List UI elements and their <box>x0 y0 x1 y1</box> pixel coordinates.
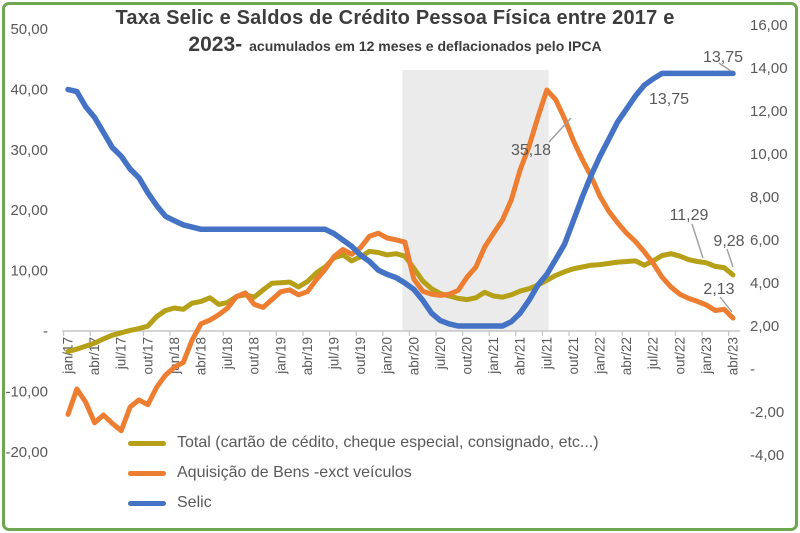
right-axis-tick-label: -2,00 <box>750 404 784 421</box>
legend-label-aquisicao: Aquisição de Bens -exct veículos <box>177 464 412 481</box>
data-label-leader-line <box>726 248 734 268</box>
x-tick-label: jan/19 <box>273 337 288 375</box>
x-tick-label: out/22 <box>672 337 687 375</box>
chart-title-line2: 2023- acumulados em 12 meses e deflaciona… <box>55 32 735 58</box>
data-label-leader-line <box>719 296 733 313</box>
x-tick-label: out/21 <box>566 337 581 375</box>
left-axis-tick-label: 40,00 <box>10 81 48 98</box>
data-label: 13,75 <box>649 91 689 108</box>
series-line-total <box>65 248 736 354</box>
chart-title-year: 2023- <box>188 33 243 56</box>
chart-legend: Total (cartão de cédito, cheque especial… <box>128 431 599 521</box>
x-tick-label: abr/20 <box>406 337 421 375</box>
x-tick-label: out/19 <box>353 337 368 375</box>
left-axis-tick-label: 50,00 <box>10 21 48 38</box>
x-tick-label: jul/17 <box>114 337 129 370</box>
x-tick-label: abr/23 <box>726 337 741 375</box>
right-axis-tick-label: 4,00 <box>750 275 779 292</box>
right-axis-tick-label: 8,00 <box>750 189 779 206</box>
x-tick-label: jan/17 <box>61 337 76 375</box>
x-tick-label: out/18 <box>247 337 262 375</box>
legend-label-selic: Selic <box>177 494 212 511</box>
left-axis-tick-label: - <box>43 323 48 340</box>
x-tick-label: jul/18 <box>220 337 235 370</box>
x-tick-label: abr/22 <box>619 337 634 375</box>
data-label: 9,28 <box>713 233 744 250</box>
right-axis-tick-label: 2,00 <box>750 318 779 335</box>
x-tick-label: jan/20 <box>380 337 395 375</box>
chart-title-line1: Taxa Selic e Saldos de Crédito Pessoa Fí… <box>115 7 675 29</box>
right-axis-tick-label: 10,00 <box>750 146 788 163</box>
data-label: 2,13 <box>703 281 734 298</box>
legend-swatch-selic-icon <box>128 500 166 506</box>
right-axis-tick-label: 12,00 <box>750 103 788 120</box>
legend-label-total: Total (cartão de cédito, cheque especial… <box>177 434 599 451</box>
legend-item-total: Total (cartão de cédito, cheque especial… <box>128 431 599 455</box>
data-label: 13,75 <box>703 49 743 66</box>
legend-item-selic: Selic <box>128 491 599 515</box>
x-tick-label: jan/22 <box>593 337 608 375</box>
legend-swatch-aquisicao-icon <box>128 470 166 476</box>
left-axis-tick-label: 30,00 <box>10 142 48 159</box>
x-tick-label: out/17 <box>140 337 155 375</box>
x-tick-label: abr/19 <box>300 337 315 375</box>
series-line-selic <box>65 70 736 329</box>
data-label-leader-line <box>718 62 732 72</box>
right-axis-tick-label: 14,00 <box>750 60 788 77</box>
left-axis-tick-label: -10,00 <box>5 383 48 400</box>
right-axis-tick-label: - <box>750 361 755 378</box>
chart-title: Taxa Selic e Saldos de Crédito Pessoa Fí… <box>55 6 735 58</box>
series-line-aquisicao <box>65 87 736 434</box>
right-axis-tick-label: 6,00 <box>750 232 779 249</box>
x-tick-label: out/20 <box>460 337 475 375</box>
x-tick-label: jul/21 <box>539 337 554 370</box>
left-axis-tick-label: 20,00 <box>10 202 48 219</box>
chart-subtitle: acumulados em 12 meses e deflacionados p… <box>249 38 602 54</box>
x-tick-label: jul/20 <box>433 337 448 370</box>
left-axis-tick-label: 10,00 <box>10 263 48 280</box>
x-tick-label: jul/19 <box>327 337 342 370</box>
x-tick-label: jan/23 <box>699 337 714 375</box>
data-label: 11,29 <box>670 207 709 224</box>
x-tick-label: abr/21 <box>513 337 528 375</box>
left-axis-tick-label: -20,00 <box>5 444 48 461</box>
data-label: 35,18 <box>511 142 551 159</box>
legend-item-aquisicao: Aquisição de Bens -exct veículos <box>128 461 599 485</box>
x-tick-label: jul/22 <box>646 337 661 370</box>
right-axis-tick-label: 16,00 <box>750 17 788 34</box>
x-tick-label: jan/21 <box>486 337 501 375</box>
legend-swatch-total-icon <box>128 440 166 446</box>
x-tick-label: abr/18 <box>194 337 209 375</box>
data-label-leader-line <box>691 223 704 259</box>
data-label-leader-line <box>548 117 572 143</box>
right-axis-tick-label: -4,00 <box>750 447 784 464</box>
